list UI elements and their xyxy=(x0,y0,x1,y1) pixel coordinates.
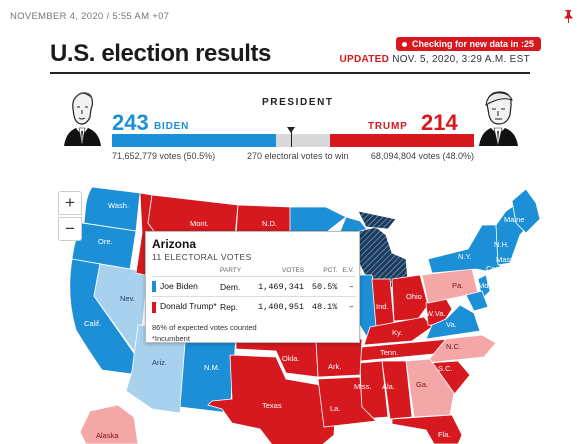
candidate-ev: – xyxy=(339,296,356,317)
col-pct: PCT. xyxy=(323,267,338,274)
candidate-votes: 1,469,341 xyxy=(247,275,307,297)
state-kentucky[interactable] xyxy=(363,316,433,346)
col-party: PARTY xyxy=(220,267,242,274)
tooltip-incumbent-note: *Incumbent xyxy=(152,333,190,343)
col-votes: VOTES xyxy=(282,267,305,274)
state-label-wash: Wash. xyxy=(108,201,129,210)
updated-prefix: UPDATED xyxy=(339,54,390,65)
rep-candidate-name: TRUMP xyxy=(368,121,408,132)
candidate-ev: – xyxy=(339,275,356,297)
majority-arrow-icon xyxy=(287,127,295,133)
state-label-calif: Calif. xyxy=(84,319,101,328)
state-label-nh: N.H. xyxy=(494,240,509,249)
state-label-ind: Ind. xyxy=(376,302,389,311)
state-maryland[interactable] xyxy=(465,290,489,312)
dem-electoral-total: 243 xyxy=(112,110,149,135)
live-update-text: Checking for new data in :25 xyxy=(412,39,535,49)
state-virginia[interactable] xyxy=(425,304,481,340)
state-label-ky: Ky. xyxy=(392,328,402,337)
rep-electoral-total: 214 xyxy=(421,110,458,135)
rep-electoral-bar xyxy=(330,134,474,147)
tooltip-electoral-votes: 11 ELECTORAL VOTES xyxy=(152,252,252,262)
dateline: NOVEMBER 4, 2020 / 5:55 AM +07 xyxy=(10,11,170,22)
candidate-name: Joe Biden xyxy=(160,281,198,291)
updated-time: NOV. 5, 2020, 3:29 A.M. EST xyxy=(392,54,530,65)
win-threshold-text: 270 electoral votes to win xyxy=(247,151,349,161)
state-california[interactable] xyxy=(69,258,137,375)
state-label-ga: Ga. xyxy=(416,380,428,389)
state-label-maine: Maine xyxy=(504,215,524,224)
undecided-electoral-bar xyxy=(276,134,330,147)
candidate-pct: 48.1% xyxy=(306,296,340,317)
state-label-ore: Ore. xyxy=(98,237,113,246)
state-louisiana[interactable] xyxy=(317,376,377,428)
state-alaska[interactable] xyxy=(79,404,139,444)
state-label-texas: Texas xyxy=(262,401,282,410)
dem-swatch xyxy=(152,281,156,293)
state-label-ohio: Ohio xyxy=(406,292,422,301)
state-ohio[interactable] xyxy=(391,274,429,322)
state-label-conn: Conn. xyxy=(486,264,506,273)
state-texas[interactable] xyxy=(207,354,337,444)
zoom-in-button[interactable]: + xyxy=(58,191,82,215)
state-label-nc: N.C. xyxy=(446,342,461,351)
candidate-pct: 50.5% xyxy=(306,275,340,297)
col-ev: E.V. xyxy=(342,267,354,274)
state-label-tenn: Tenn. xyxy=(380,348,398,357)
candidate-name: Donald Trump* xyxy=(160,301,217,312)
state-new-york[interactable] xyxy=(427,224,501,274)
live-dot-icon xyxy=(402,41,407,47)
state-label-nd: N.D. xyxy=(262,219,277,228)
rep-swatch xyxy=(152,301,156,313)
state-label-wva: W.Va. xyxy=(426,309,445,318)
trump-portrait xyxy=(479,91,518,146)
state-label-mass: Mass. xyxy=(496,255,516,264)
state-tooltip: Arizona 11 ELECTORAL VOTES PARTY VOTES P… xyxy=(145,231,360,343)
tooltip-state-name: Arizona xyxy=(152,237,197,251)
race-label: PRESIDENT xyxy=(262,97,334,108)
state-label-ariz: Ariz. xyxy=(152,358,167,367)
biden-portrait xyxy=(64,92,101,146)
state-label-nm: N.M. xyxy=(204,363,220,372)
majority-marker xyxy=(291,129,292,147)
page-title: U.S. election results xyxy=(50,40,272,67)
dem-popular-votes: 71,652,779 votes (50.5%) xyxy=(112,151,216,161)
state-florida[interactable] xyxy=(391,414,463,444)
candidate-votes: 1,400,951 xyxy=(247,296,307,317)
electoral-vote-bar xyxy=(112,127,474,147)
state-label-miss: Miss. xyxy=(354,382,372,391)
live-update-badge: Checking for new data in :25 xyxy=(396,37,542,51)
tooltip-expected-votes: 86% of expected votes counted xyxy=(152,322,257,332)
state-label-alaska: Alaska xyxy=(96,431,119,440)
state-label-ny: N.Y. xyxy=(458,252,472,261)
tooltip-results-table: PARTY VOTES PCT. E.V. Joe Biden Dem. 1,4… xyxy=(152,267,356,317)
state-label-okla: Okla. xyxy=(282,354,300,363)
rep-popular-votes: 68,094,804 votes (48.0%) xyxy=(370,151,474,161)
state-label-nev: Nev. xyxy=(120,294,135,303)
state-label-md: Md. xyxy=(478,281,491,290)
candidate-party: Dem. xyxy=(220,275,248,297)
state-arkansas[interactable] xyxy=(315,338,363,378)
state-label-ala: Ala. xyxy=(382,382,395,391)
candidate-party: Rep. xyxy=(220,296,248,317)
updated-timestamp: UPDATED NOV. 5, 2020, 3:29 A.M. EST xyxy=(339,54,530,65)
state-michigan-upper[interactable] xyxy=(357,210,397,230)
state-label-ark: Ark. xyxy=(328,362,341,371)
dem-candidate-name: BIDEN xyxy=(154,121,190,132)
pin-icon[interactable] xyxy=(562,9,574,23)
state-label-sc: S.C. xyxy=(438,364,453,373)
state-georgia[interactable] xyxy=(405,358,455,418)
state-maine[interactable] xyxy=(511,188,541,234)
zoom-out-button[interactable]: − xyxy=(58,217,82,241)
state-label-la: La. xyxy=(330,404,340,413)
state-label-va: Va. xyxy=(446,320,457,329)
state-label-fla: Fla. xyxy=(438,430,451,439)
title-divider xyxy=(50,72,530,74)
table-row: Donald Trump* Rep. 1,400,951 48.1% – xyxy=(152,296,356,317)
dem-electoral-bar xyxy=(112,134,276,147)
state-label-pa: Pa. xyxy=(452,281,463,290)
state-alabama[interactable] xyxy=(381,360,413,420)
table-row: Joe Biden Dem. 1,469,341 50.5% – xyxy=(152,275,356,297)
state-label-mont: Mont. xyxy=(190,219,209,228)
